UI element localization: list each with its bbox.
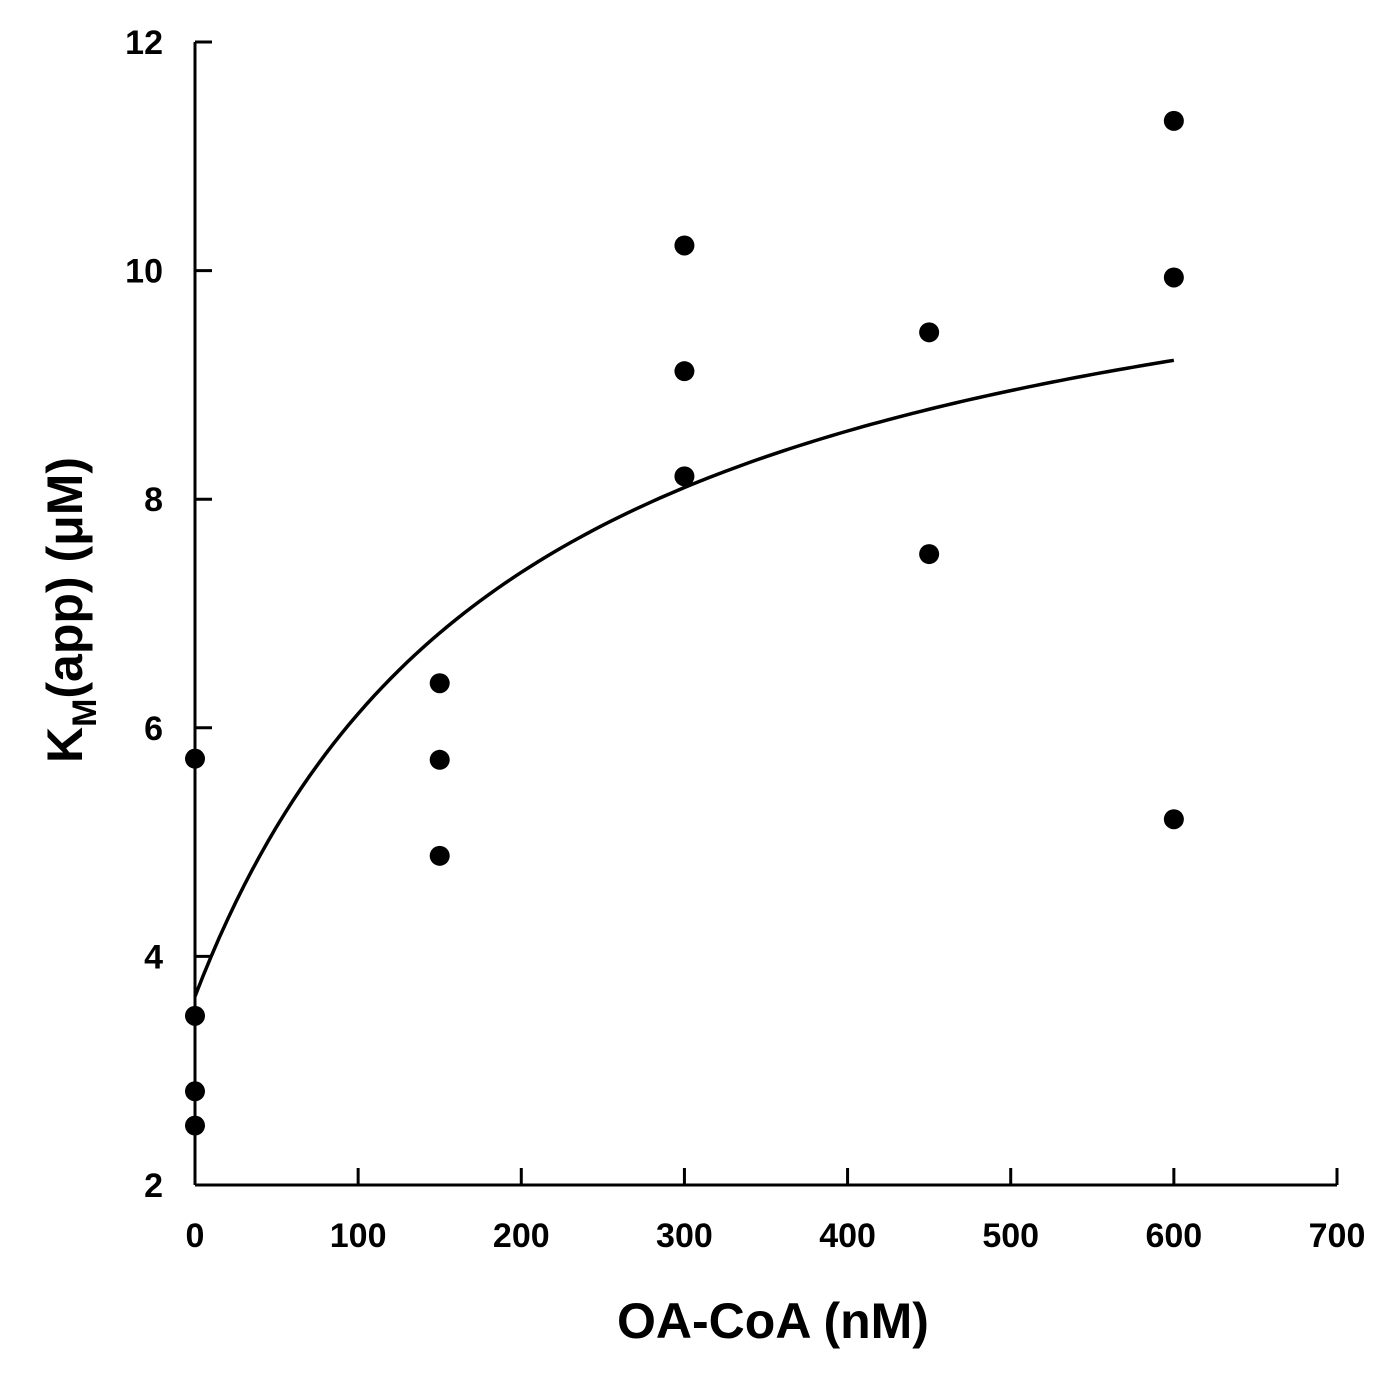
data-point: [1163, 809, 1184, 830]
data-point: [429, 749, 450, 770]
fit-curve-layer: [193, 358, 1175, 998]
y-axis-title-rest: (app) (μM): [37, 457, 93, 699]
x-tick-label: 400: [819, 1217, 876, 1255]
data-point: [1163, 267, 1184, 288]
data-point: [185, 1081, 205, 1102]
fit-curve: [193, 358, 1175, 998]
data-point: [1163, 110, 1184, 131]
data-point: [674, 235, 695, 256]
y-tick-label: 6: [144, 710, 163, 748]
data-point: [429, 845, 450, 866]
x-tick-label: 100: [330, 1217, 387, 1255]
y-tick-label: 8: [144, 481, 163, 519]
x-tick-label: 600: [1145, 1217, 1202, 1255]
y-tick-label: 10: [125, 253, 163, 291]
x-tick-label: 300: [656, 1217, 713, 1255]
data-point: [429, 673, 450, 694]
data-point: [185, 748, 205, 769]
y-tick-label: 2: [144, 1167, 163, 1205]
data-points-layer: [185, 110, 1184, 1136]
data-point: [919, 322, 940, 343]
x-tick-label: 0: [186, 1217, 205, 1255]
x-tick-label: 700: [1309, 1217, 1366, 1255]
data-point: [674, 361, 695, 382]
ticks-layer: 0 100 200 300 400 500 600 700 2 4 6 8 10 12: [125, 24, 1365, 1255]
y-axis-title-main: K: [37, 727, 93, 763]
x-axis-title: OA-CoA (nM): [617, 1293, 929, 1349]
data-point: [185, 1005, 205, 1026]
y-tick-label: 4: [144, 938, 163, 976]
y-tick-label: 12: [125, 24, 163, 62]
data-point: [919, 544, 940, 565]
y-axis-title-subscript: M: [66, 699, 104, 727]
data-point: [185, 1115, 205, 1136]
data-point: [674, 466, 695, 487]
y-axis-title: KM(app) (μM): [37, 457, 104, 763]
axes-layer: [193, 42, 1337, 1187]
x-tick-label: 200: [493, 1217, 550, 1255]
x-tick-label: 500: [982, 1217, 1039, 1255]
